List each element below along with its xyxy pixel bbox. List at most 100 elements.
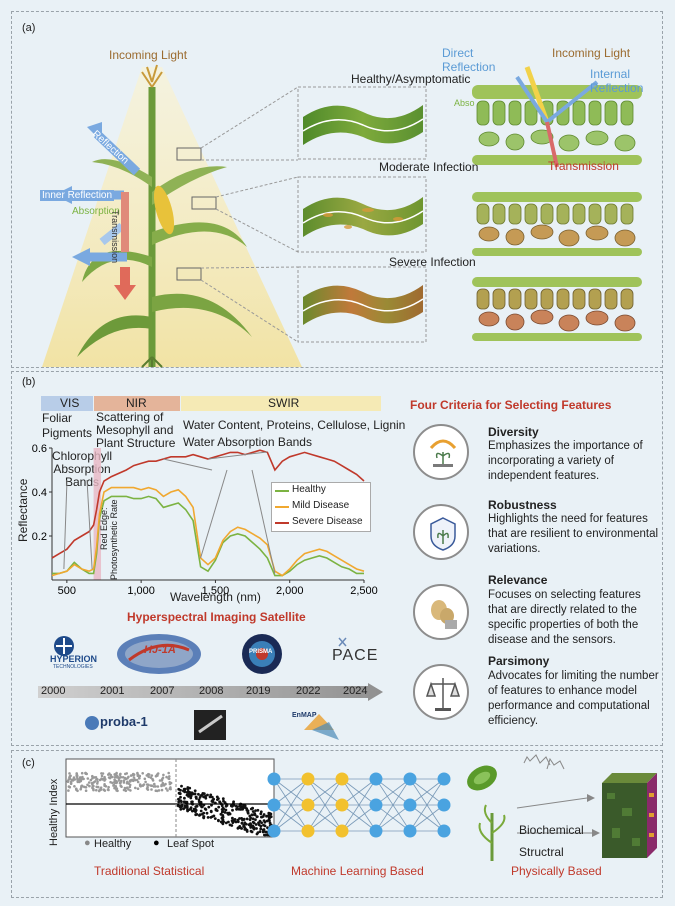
chart-callouts bbox=[63, 451, 276, 574]
nn-node bbox=[403, 772, 417, 786]
leafspot-point bbox=[207, 805, 211, 809]
panel-b: (b) VIS NIR SWIR Foliar Pigments Scatter… bbox=[11, 371, 663, 746]
healthy-index-label: Healthy Index bbox=[48, 778, 60, 846]
healthy-point bbox=[95, 788, 98, 792]
leafspot-point bbox=[221, 806, 225, 810]
hyperspectral-cube bbox=[602, 773, 657, 858]
absorption-label: Absorption bbox=[72, 206, 120, 217]
healthy-point bbox=[86, 777, 90, 780]
pace-text: PACE bbox=[332, 647, 379, 664]
leafspot-point bbox=[236, 820, 240, 824]
healthy-point bbox=[144, 780, 147, 784]
criteria-robustness-title: Robustness bbox=[488, 498, 557, 512]
healthy-point bbox=[149, 784, 152, 787]
leafspot-point bbox=[259, 812, 263, 816]
healthy-point bbox=[107, 785, 110, 789]
leafspot-point bbox=[242, 824, 246, 828]
leafspot-point bbox=[242, 818, 246, 821]
leafspot-point bbox=[258, 830, 262, 833]
leaf-closeups bbox=[302, 105, 424, 325]
healthy-point bbox=[92, 788, 95, 792]
leafspot-point bbox=[221, 810, 225, 813]
leafspot-point bbox=[211, 799, 214, 802]
healthy-point bbox=[128, 785, 132, 789]
leafspot-point bbox=[190, 800, 193, 804]
structral-label: Structral bbox=[519, 845, 564, 859]
year-2022: 2022 bbox=[296, 685, 321, 697]
nn-node bbox=[369, 798, 383, 812]
leafspot-point bbox=[198, 813, 202, 817]
leafspot-point bbox=[234, 820, 238, 824]
healthy-point bbox=[76, 780, 80, 784]
band-vis-label: VIS bbox=[60, 396, 80, 410]
healthy-index-scatter bbox=[65, 758, 275, 838]
healthy-point bbox=[152, 785, 156, 788]
healthy-point bbox=[136, 787, 140, 790]
leafspot-point bbox=[262, 819, 266, 822]
healthy-point bbox=[122, 788, 126, 792]
healthy-point bbox=[109, 780, 112, 784]
chloroplast-icon bbox=[467, 765, 497, 791]
chart-lines bbox=[51, 449, 365, 577]
leafspot-point bbox=[187, 795, 190, 798]
leafspot-point bbox=[179, 795, 182, 799]
healthy-point bbox=[141, 772, 144, 775]
leafspot-point bbox=[267, 815, 271, 819]
leafspot-point bbox=[249, 829, 253, 833]
year-2024: 2024 bbox=[343, 685, 368, 697]
healthy-point bbox=[150, 774, 154, 777]
leafspot-point bbox=[180, 800, 183, 804]
legend-severe: Severe Disease bbox=[292, 516, 363, 527]
nn-edge bbox=[375, 778, 411, 832]
x-tick-label: 500 bbox=[58, 585, 76, 597]
healthy-point bbox=[67, 789, 70, 792]
callout-chlorophyll-b bbox=[86, 479, 93, 570]
leafspot-point bbox=[221, 797, 225, 801]
leafspot-point bbox=[214, 808, 218, 812]
panel-c: (c) Healthy Index ● Healthy ● Leaf Spot … bbox=[11, 750, 663, 898]
healthy-point bbox=[103, 784, 106, 787]
leafspot-point bbox=[200, 793, 204, 796]
legend-mild: Mild Disease bbox=[292, 500, 350, 511]
leafspot-point bbox=[202, 795, 206, 799]
criteria-diversity-title: Diversity bbox=[488, 425, 539, 439]
leafspot-point bbox=[182, 800, 186, 804]
nn-edge bbox=[409, 804, 445, 832]
leafspot-point bbox=[251, 810, 255, 813]
corn-plant-illustration bbox=[77, 64, 252, 368]
leafspot-point bbox=[255, 815, 259, 818]
leafspot-point bbox=[249, 816, 253, 820]
leafspot-point bbox=[267, 811, 271, 815]
pace-logo bbox=[338, 637, 347, 647]
year-2000: 2000 bbox=[41, 685, 66, 697]
criteria-parsimony-title: Parsimony bbox=[488, 654, 550, 668]
leafspot-point bbox=[246, 809, 250, 813]
nn-node bbox=[301, 824, 315, 838]
leafspot-point bbox=[238, 817, 241, 820]
method-ml: Machine Learning Based bbox=[291, 864, 424, 878]
panel-a: (a) Incoming Light bbox=[11, 11, 663, 368]
leafspot-point bbox=[231, 808, 234, 812]
legend-healthy: Healthy bbox=[292, 484, 326, 495]
band-vis bbox=[41, 396, 93, 411]
leafspot-point bbox=[193, 792, 197, 796]
red-edge-band bbox=[93, 448, 102, 580]
method-traditional: Traditional Statistical bbox=[94, 864, 205, 878]
series-line-2 bbox=[51, 449, 365, 559]
leafspot-point bbox=[206, 816, 210, 819]
healthy-point bbox=[103, 789, 107, 792]
healthy-point bbox=[86, 783, 89, 787]
leafspot-point bbox=[217, 805, 221, 809]
leafspot-point bbox=[258, 819, 262, 823]
leafspot-point bbox=[202, 816, 206, 820]
healthy-point bbox=[154, 789, 158, 792]
leafspot-point bbox=[201, 805, 204, 809]
leafspot-point bbox=[193, 789, 197, 793]
leafspot-point bbox=[195, 813, 199, 816]
criteria-relevance-desc: Focuses on selecting features that are d… bbox=[488, 589, 641, 646]
timeline-arrow bbox=[38, 683, 383, 701]
leafspot-point bbox=[234, 804, 238, 808]
healthy-point bbox=[116, 776, 119, 779]
leafspot-point bbox=[245, 817, 249, 821]
healthy-point bbox=[72, 776, 76, 779]
